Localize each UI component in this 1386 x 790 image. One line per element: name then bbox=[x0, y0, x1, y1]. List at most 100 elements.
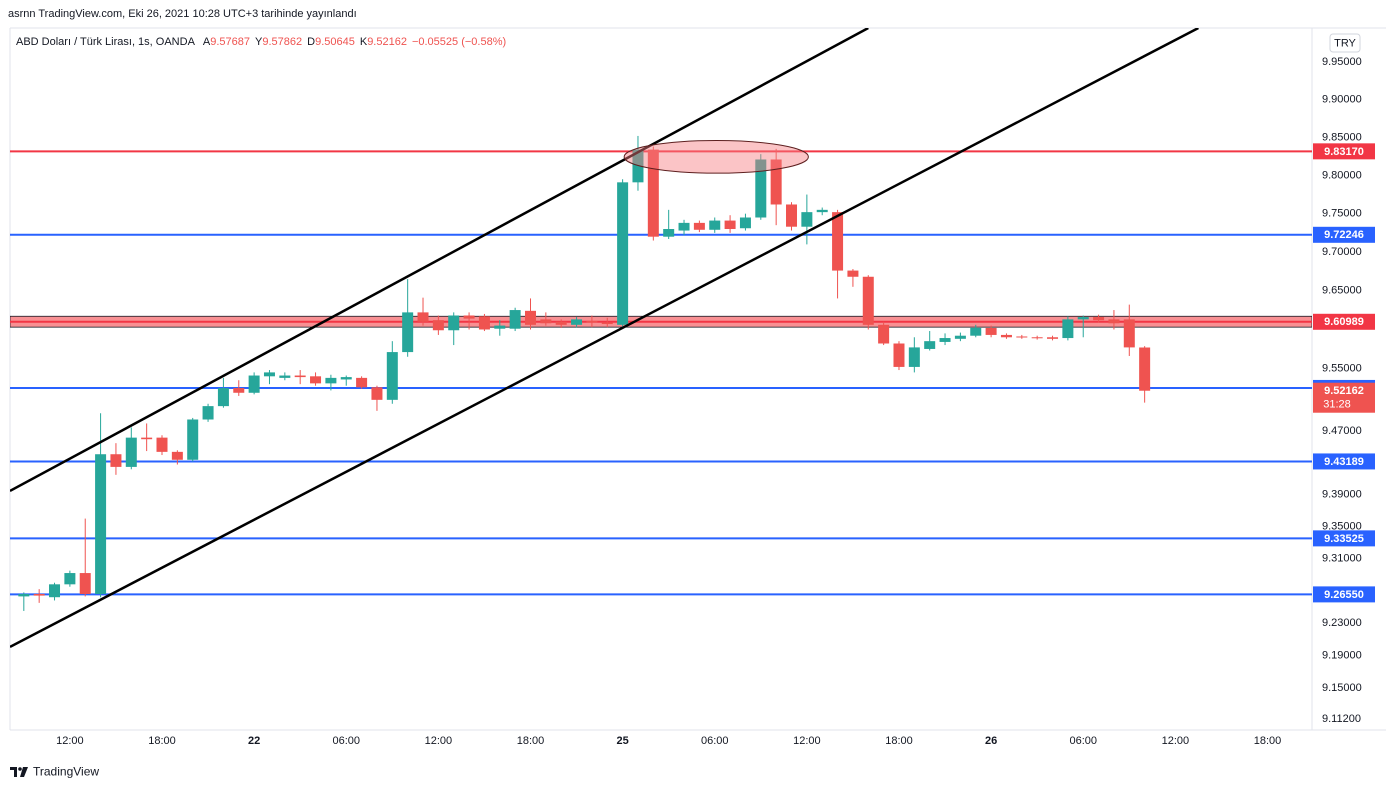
candle-body bbox=[1108, 319, 1120, 324]
candle-body bbox=[432, 320, 444, 331]
candle-body bbox=[1062, 319, 1074, 339]
candle-body bbox=[279, 375, 291, 378]
level-label: 9.72246 bbox=[1324, 229, 1364, 241]
candle-body bbox=[64, 573, 76, 585]
y-tick-label: 9.90000 bbox=[1322, 94, 1362, 106]
candle-body bbox=[647, 149, 659, 237]
level-label-box bbox=[1313, 226, 1375, 243]
candle-body bbox=[509, 310, 521, 329]
candle-body bbox=[356, 377, 368, 388]
candle-body bbox=[448, 315, 460, 331]
legend-key: Y bbox=[255, 36, 263, 48]
candle-body bbox=[739, 217, 751, 229]
x-tick-label: 06:00 bbox=[701, 735, 729, 747]
level-label-box bbox=[1313, 530, 1375, 547]
candle-body bbox=[1093, 317, 1105, 321]
plot-area bbox=[10, 28, 1312, 649]
candle-body bbox=[202, 406, 214, 420]
candle-body bbox=[49, 584, 61, 598]
y-tick-label: 9.35000 bbox=[1322, 520, 1362, 532]
trend-line bbox=[10, 28, 869, 493]
candle-body bbox=[386, 352, 398, 400]
legend-key: A bbox=[203, 36, 211, 48]
y-tick-label: 9.80000 bbox=[1322, 169, 1362, 181]
candle-body bbox=[478, 316, 490, 330]
candle-body bbox=[171, 451, 183, 460]
candle-body bbox=[832, 212, 844, 271]
candle-body bbox=[939, 338, 951, 342]
candle-body bbox=[601, 322, 613, 325]
candle-body bbox=[141, 437, 153, 440]
candle-body bbox=[786, 204, 798, 227]
candle-body bbox=[1077, 317, 1089, 320]
candle-body bbox=[540, 319, 552, 324]
candle-body bbox=[586, 320, 598, 323]
x-tick-label: 12:00 bbox=[793, 735, 821, 747]
candle-body bbox=[95, 454, 107, 594]
candle-body bbox=[1123, 319, 1135, 348]
level-label-box bbox=[1313, 453, 1375, 470]
legend-value: 9.57687 bbox=[210, 36, 250, 48]
level-label: 9.43189 bbox=[1324, 456, 1364, 468]
y-tick-label: 9.15000 bbox=[1322, 682, 1362, 694]
x-tick-label: 25 bbox=[616, 735, 628, 747]
candle-body bbox=[33, 593, 45, 596]
level-label-box bbox=[1313, 313, 1375, 330]
candle-body bbox=[1139, 347, 1151, 391]
level-label: 9.26550 bbox=[1324, 589, 1364, 601]
logo-slash bbox=[20, 767, 28, 777]
currency-button[interactable] bbox=[1329, 33, 1361, 53]
candle-body bbox=[125, 437, 137, 467]
legend-value: 9.50645 bbox=[315, 36, 355, 48]
y-tick-label: 9.55000 bbox=[1322, 362, 1362, 374]
candle-body bbox=[187, 419, 199, 460]
currency-label: TRY bbox=[1334, 37, 1356, 49]
candle-body bbox=[402, 312, 414, 353]
footer-logo bbox=[10, 767, 28, 777]
footer-brand: TradingView bbox=[33, 765, 99, 779]
candle-body bbox=[924, 341, 936, 349]
legend-value: 9.52162 bbox=[367, 36, 407, 48]
candle-body bbox=[770, 159, 782, 205]
y-tick-label: 9.95000 bbox=[1322, 56, 1362, 68]
candle-body bbox=[954, 335, 966, 339]
candle-body bbox=[571, 319, 583, 325]
x-tick-label: 06:00 bbox=[1069, 735, 1097, 747]
x-tick-label: 12:00 bbox=[425, 735, 453, 747]
candle-body bbox=[985, 327, 997, 335]
level-label: 9.83170 bbox=[1324, 146, 1364, 158]
candle-body bbox=[970, 327, 982, 336]
logo-dot bbox=[18, 767, 22, 771]
candle-body bbox=[862, 276, 874, 325]
legend-key: K bbox=[360, 36, 368, 48]
candle-body bbox=[494, 325, 506, 329]
last-price-label: 9.52162 bbox=[1324, 385, 1364, 397]
x-tick-label: 18:00 bbox=[517, 735, 545, 747]
candle-body bbox=[893, 343, 905, 367]
candle-body bbox=[310, 376, 322, 384]
last-price-countdown: 31:28 bbox=[1323, 399, 1351, 411]
candle-body bbox=[555, 321, 567, 325]
candle-body bbox=[724, 220, 736, 230]
candle-body bbox=[79, 573, 91, 594]
symbol-name: ABD Doları / Türk Lirası, 1s, OANDA bbox=[16, 36, 196, 48]
candle-body bbox=[709, 220, 721, 230]
y-tick-label: 9.75000 bbox=[1322, 208, 1362, 220]
candle-body bbox=[263, 372, 275, 377]
candle-body bbox=[1031, 337, 1043, 339]
candle-body bbox=[801, 212, 813, 227]
y-tick-label: 9.85000 bbox=[1322, 131, 1362, 143]
candle-body bbox=[1047, 337, 1059, 339]
candle-body bbox=[878, 324, 890, 344]
candle-body bbox=[524, 310, 536, 325]
candle-body bbox=[325, 377, 337, 384]
symbol-legend: ABD Doları / Türk Lirası, 1s, OANDA A9.57… bbox=[16, 36, 506, 48]
highlight-ellipse bbox=[623, 139, 809, 174]
candle-body bbox=[217, 388, 229, 407]
y-tick-label: 9.19000 bbox=[1322, 649, 1362, 661]
logo-mark bbox=[10, 767, 17, 777]
x-tick-label: 26 bbox=[985, 735, 997, 747]
y-tick-label: 9.11200 bbox=[1322, 713, 1361, 725]
